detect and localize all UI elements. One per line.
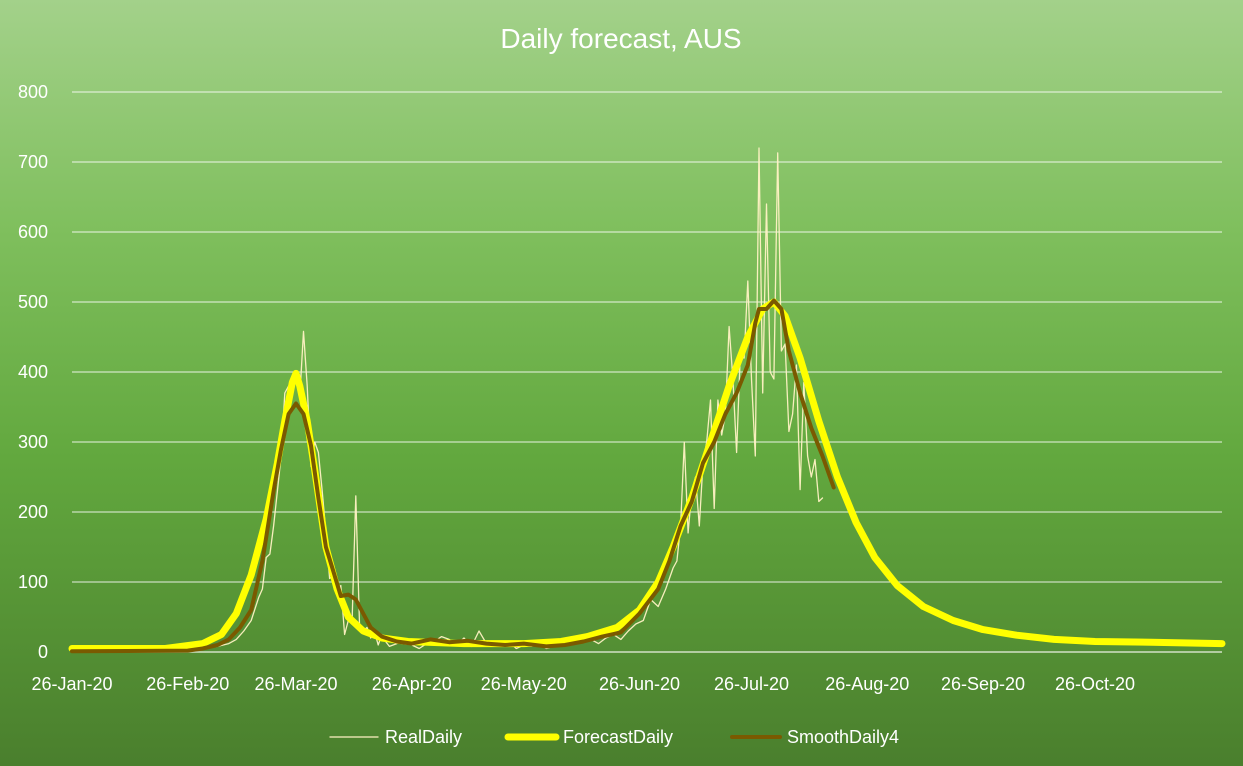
chart-title: Daily forecast, AUS [500, 23, 741, 54]
legend-label: ForecastDaily [563, 727, 673, 747]
legend-label: SmoothDaily4 [787, 727, 899, 747]
x-tick-label: 26-Jan-20 [31, 674, 112, 694]
series-line-RealDaily [71, 147, 824, 652]
x-tick-label: 26-Jul-20 [714, 674, 789, 694]
y-tick-label: 200 [18, 502, 48, 522]
y-tick-label: 400 [18, 362, 48, 382]
y-axis-ticks: 0 100 200 300 400 500 600 700 800 [18, 82, 48, 662]
x-tick-label: 26-Sep-20 [941, 674, 1025, 694]
series-layer [68, 147, 1226, 654]
x-tick-label: 26-Oct-20 [1055, 674, 1135, 694]
x-tick-label: 26-May-20 [481, 674, 567, 694]
x-tick-label: 26-Feb-20 [146, 674, 229, 694]
y-tick-label: 800 [18, 82, 48, 102]
y-tick-label: 500 [18, 292, 48, 312]
gridlines [72, 91, 1222, 653]
x-tick-label: 26-Apr-20 [372, 674, 452, 694]
y-tick-label: 300 [18, 432, 48, 452]
x-axis-ticks: 26-Jan-20 26-Feb-20 26-Mar-20 26-Apr-20 26-M… [31, 674, 1135, 694]
y-tick-label: 100 [18, 572, 48, 592]
y-tick-label: 700 [18, 152, 48, 172]
x-tick-label: 26-Aug-20 [825, 674, 909, 694]
series-line-SmoothDaily4 [70, 298, 836, 654]
series-line-ForecastDaily [68, 298, 1226, 652]
y-tick-label: 600 [18, 222, 48, 242]
legend-label: RealDaily [385, 727, 462, 747]
x-tick-label: 26-Mar-20 [255, 674, 338, 694]
legend: RealDaily ForecastDaily SmoothDaily4 [329, 727, 899, 747]
y-tick-label: 0 [38, 642, 48, 662]
x-tick-label: 26-Jun-20 [599, 674, 680, 694]
